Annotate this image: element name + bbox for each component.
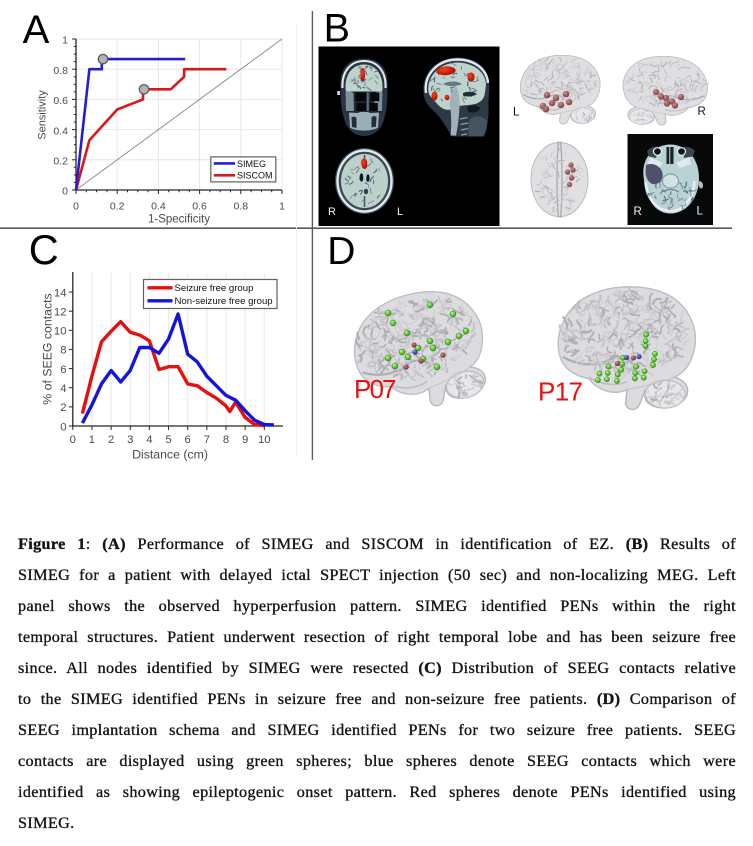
svg-text:R: R — [634, 206, 642, 218]
svg-text:6: 6 — [185, 434, 191, 446]
svg-text:B: B — [324, 7, 350, 51]
svg-text:0: 0 — [70, 434, 76, 446]
svg-text:0.8: 0.8 — [53, 65, 68, 77]
svg-text:12: 12 — [54, 307, 67, 319]
svg-text:0: 0 — [62, 186, 68, 198]
svg-text:1: 1 — [279, 201, 285, 213]
svg-text:SISCOM: SISCOM — [237, 171, 273, 181]
svg-text:R: R — [698, 106, 706, 118]
svg-text:2: 2 — [108, 434, 114, 446]
svg-text:0.6: 0.6 — [192, 201, 207, 213]
svg-text:0.2: 0.2 — [110, 201, 125, 213]
svg-text:D: D — [327, 230, 355, 273]
svg-text:7: 7 — [204, 434, 210, 446]
svg-text:% of SEEG contacts: % of SEEG contacts — [41, 293, 55, 404]
svg-text:SIMEG: SIMEG — [237, 159, 266, 169]
svg-text:10: 10 — [258, 434, 271, 446]
svg-text:1: 1 — [62, 35, 68, 47]
svg-text:4: 4 — [146, 434, 152, 446]
svg-text:1: 1 — [89, 434, 95, 446]
svg-text:0.8: 0.8 — [233, 201, 248, 213]
svg-text:0.4: 0.4 — [53, 125, 68, 137]
svg-text:R: R — [328, 206, 336, 218]
svg-text:L: L — [397, 206, 403, 218]
svg-text:8: 8 — [223, 434, 229, 446]
svg-text:C: C — [29, 226, 59, 273]
svg-text:2: 2 — [60, 402, 66, 414]
svg-text:10: 10 — [54, 326, 67, 338]
svg-text:6: 6 — [60, 364, 66, 376]
svg-text:Non-seizure free group: Non-seizure free group — [175, 296, 273, 307]
svg-text:14: 14 — [54, 287, 67, 299]
svg-text:8: 8 — [60, 345, 66, 357]
svg-text:0.6: 0.6 — [53, 95, 68, 107]
svg-text:Distance (cm): Distance (cm) — [132, 448, 208, 462]
svg-text:0.2: 0.2 — [53, 156, 68, 168]
svg-text:4: 4 — [60, 383, 66, 395]
svg-text:0: 0 — [60, 421, 66, 433]
svg-text:3: 3 — [127, 434, 133, 446]
svg-text:A: A — [23, 8, 50, 52]
svg-text:Sensitivity: Sensitivity — [37, 90, 49, 140]
svg-text:P17: P17 — [538, 377, 583, 407]
svg-text:L: L — [697, 206, 704, 218]
svg-text:Seizure free group: Seizure free group — [175, 283, 254, 294]
svg-text:0: 0 — [73, 201, 79, 213]
svg-text:5: 5 — [165, 434, 171, 446]
svg-text:1-Specificity: 1-Specificity — [148, 213, 210, 225]
svg-text:L: L — [513, 107, 520, 119]
svg-text:0.4: 0.4 — [151, 201, 166, 213]
svg-text:P07: P07 — [354, 374, 397, 404]
svg-text:9: 9 — [242, 434, 248, 446]
